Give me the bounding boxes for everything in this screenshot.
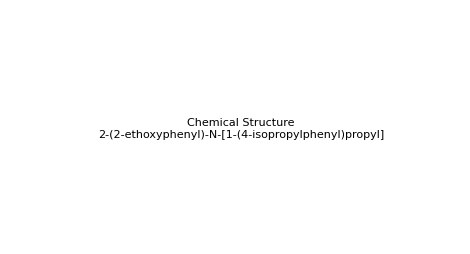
Text: Chemical Structure
2-(2-ethoxyphenyl)-N-[1-(4-isopropylphenyl)propyl]: Chemical Structure 2-(2-ethoxyphenyl)-N-… — [98, 118, 384, 139]
